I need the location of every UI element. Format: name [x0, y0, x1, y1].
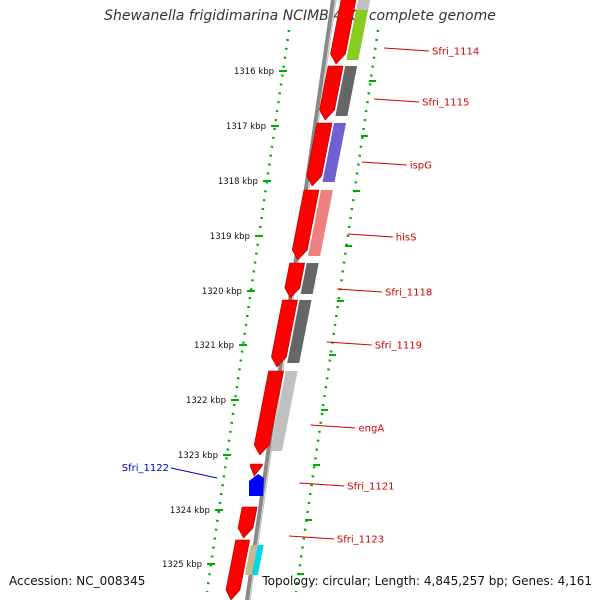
gene-features [225, 0, 370, 600]
cds-arrow-sfri_1115 [319, 65, 344, 121]
cog-band-cyan [251, 545, 264, 575]
genome-summary-text: Topology: circular; Length: 4,845,257 bp… [262, 574, 592, 588]
leader-line-sfri_1122 [170, 467, 218, 479]
leader-line-ispg [361, 161, 407, 166]
gene-label-sfri_1114: Sfri_1114 [432, 47, 479, 58]
cds-arrow-ispg [306, 122, 333, 187]
gene-label-hiss: hisS [396, 233, 417, 244]
leader-line-sfri_1115 [374, 98, 420, 103]
cog-band-sfri_1119 [287, 300, 312, 363]
leader-line-sfri_1121 [299, 482, 345, 487]
cog-band-top [356, 0, 370, 10]
cds-arrow-sfri_1119 [271, 299, 298, 368]
cog-band-enga [270, 371, 298, 451]
ruler-tick-label: 1317 kbp [226, 122, 266, 132]
gene-label-sfri_1119: Sfri_1119 [375, 341, 422, 352]
ruler-tick-label: 1319 kbp [210, 232, 250, 242]
leader-line-enga [310, 424, 356, 429]
ruler-tick-label: 1321 kbp [194, 341, 234, 351]
cog-band-sfri_1118 [300, 263, 319, 294]
accession-text: Accession: NC_008345 [9, 574, 146, 588]
ruler-tick-label: 1318 kbp [218, 177, 258, 187]
reverse-gene-sfri_1122 [249, 474, 264, 496]
leader-line-hiss [347, 233, 393, 238]
leader-line-sfri_1114 [384, 47, 430, 52]
cog-band-ispg [322, 123, 347, 182]
cds-arrow-partial [225, 539, 251, 600]
ruler-tick-label: 1316 kbp [234, 67, 274, 77]
tick-marks: 1316 kbp 1317 kbp 1318 kbp 1319 kbp 1320 kbp… [162, 29, 380, 593]
ruler-tick-label: 1323 kbp [178, 451, 218, 461]
ruler-tick-label: 1324 kbp [170, 506, 210, 516]
cds-arrow-sfri_1123 [237, 506, 258, 539]
ruler-tick-label: 1322 kbp [186, 396, 226, 406]
ruler-tick-label: 1325 kbp [162, 560, 202, 570]
cog-band-sfri_1115 [335, 66, 358, 116]
gene-label-sfri_1122: Sfri_1122 [122, 463, 169, 474]
cds-arrow-sfri_1114 [330, 0, 357, 65]
gene-label-sfri_1115: Sfri_1115 [422, 98, 469, 109]
gene-label-sfri_1118: Sfri_1118 [385, 288, 432, 299]
gene-label-enga: engA [359, 424, 385, 435]
ruler-tick-label: 1320 kbp [202, 287, 242, 297]
cog-band-sfri_1114 [346, 0, 370, 60]
cog-band-tan [244, 545, 258, 575]
gene-label-sfri_1123: Sfri_1123 [337, 535, 384, 546]
cds-arrow-hiss [291, 189, 320, 261]
cds-arrow-enga [253, 370, 285, 456]
cds-arrow-sfri_1118 [284, 262, 306, 299]
cds-arrow-sfri_1121 [249, 463, 263, 477]
gene-labels: Sfri_1114 Sfri_1115 ispG hisS Sfri_1118 Sfri_… [122, 47, 479, 546]
gene-label-sfri_1121: Sfri_1121 [347, 482, 394, 493]
gene-label-ispg: ispG [410, 161, 432, 172]
leader-line-sfri_1118 [337, 288, 383, 293]
leader-line-sfri_1123 [288, 535, 334, 540]
leader-line-sfri_1119 [326, 341, 372, 346]
map-title: Shewanella frigidimarina NCIMB 400, comp… [104, 8, 496, 24]
cog-band-hiss [308, 190, 333, 256]
